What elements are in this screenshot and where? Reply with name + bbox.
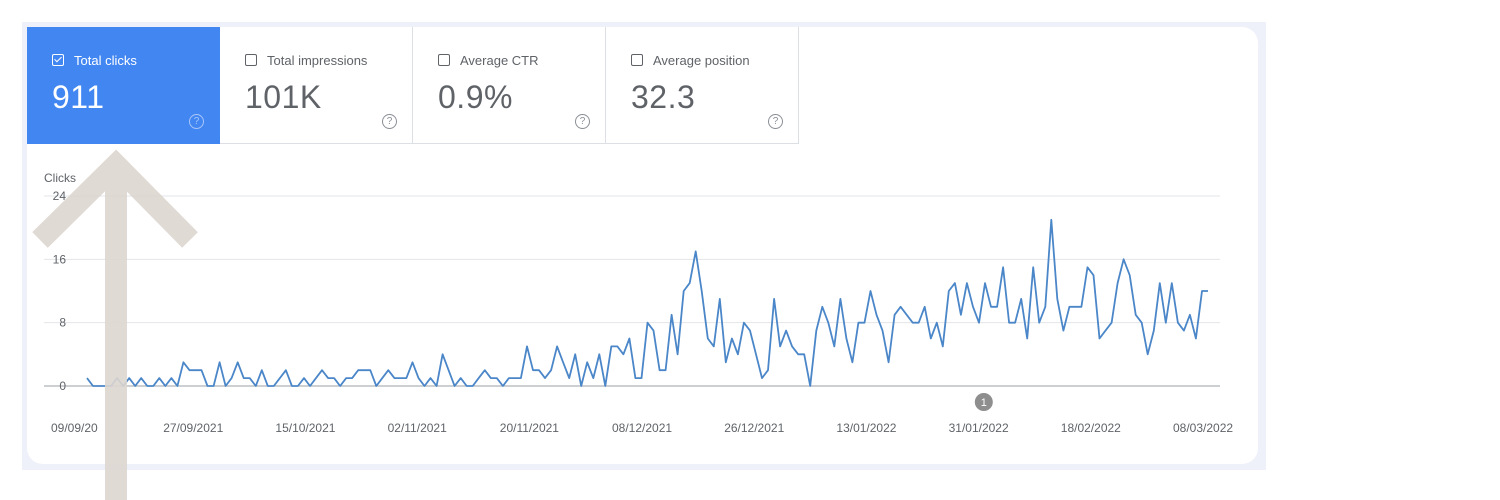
metric-value: 911 <box>52 79 105 115</box>
x-tick-label: 02/11/2021 <box>388 421 447 435</box>
y-tick-label: 0 <box>59 379 66 393</box>
annotation-marker-label[interactable]: 1 <box>981 397 987 409</box>
metric-label: Average position <box>653 53 750 68</box>
metric-tile-average-position[interactable]: Average position 32.3 ? <box>606 27 799 144</box>
metric-value: 32.3 <box>631 79 696 115</box>
y-axis-label: Clicks <box>44 171 76 185</box>
checkbox-icon[interactable] <box>245 54 257 66</box>
x-tick-label: 08/12/2021 <box>612 421 672 435</box>
x-tick-label: 27/09/2021 <box>163 421 223 435</box>
annotation-marker[interactable]: 1 <box>974 393 993 411</box>
help-icon[interactable]: ? <box>768 114 783 129</box>
metric-tile-average-ctr[interactable]: Average CTR 0.9% ? <box>413 27 606 144</box>
metric-tile-total-impressions[interactable]: Total impressions 101K ? <box>220 27 413 144</box>
x-tick-label: 13/01/2022 <box>836 421 896 435</box>
metric-value: 101K <box>245 79 322 115</box>
help-icon[interactable]: ? <box>575 114 590 129</box>
metric-label: Total clicks <box>74 53 137 68</box>
metric-value: 0.9% <box>438 79 513 115</box>
x-tick-label: 08/03/2022 <box>1173 421 1233 435</box>
x-tick-label: 18/02/2022 <box>1061 421 1121 435</box>
chart-grid <box>44 195 1220 387</box>
y-axis-ticks: 0 8 16 24 <box>53 189 67 393</box>
y-tick-label: 16 <box>53 252 67 266</box>
help-icon[interactable]: ? <box>189 114 204 129</box>
x-tick-label: 20/11/2021 <box>500 421 559 435</box>
y-tick-label: 24 <box>53 189 67 203</box>
metric-label: Average CTR <box>460 53 539 68</box>
annotation-marker-circle[interactable] <box>974 393 993 411</box>
metric-tile-total-clicks[interactable]: Total clicks 911 ? <box>27 27 220 144</box>
x-tick-label: 26/12/2021 <box>724 421 784 435</box>
up-arrow-overlay-icon <box>32 149 198 500</box>
x-tick-label: 09/09/20 <box>51 421 98 435</box>
help-icon[interactable]: ? <box>382 114 397 129</box>
y-tick-label: 8 <box>59 316 66 330</box>
metric-label: Total impressions <box>267 53 368 68</box>
checkbox-icon[interactable] <box>438 54 450 66</box>
x-axis-ticks: 09/09/20 27/09/2021 15/10/2021 02/11/2021 20… <box>51 421 1233 435</box>
checkbox-icon[interactable] <box>52 54 64 66</box>
checkbox-icon[interactable] <box>631 54 643 66</box>
series-line-clicks <box>86 218 1208 387</box>
x-tick-label: 31/01/2022 <box>949 421 1009 435</box>
x-tick-label: 15/10/2021 <box>275 421 335 435</box>
